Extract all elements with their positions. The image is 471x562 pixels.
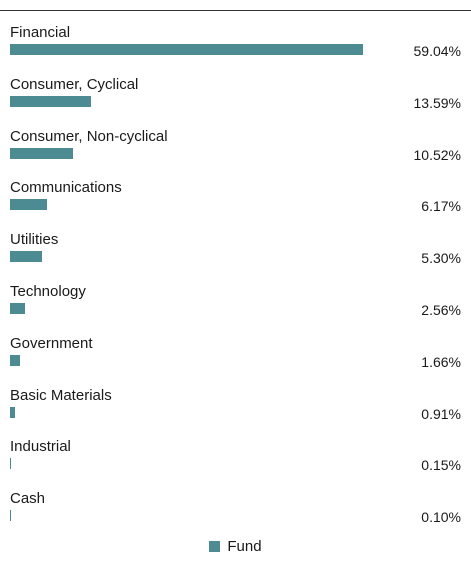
category-label: Financial [10,24,71,41]
bar [10,354,20,366]
category-label: Government [10,334,93,352]
value-label: 0.15% [421,457,461,474]
bar-row: Consumer, Non-cyclical 10.52% [10,128,461,180]
bar [10,199,47,211]
bar [10,303,26,314]
bar [10,251,42,263]
bar-row: Industrial 0.15% [10,438,461,490]
sector-allocation-chart: Financial 59.04% Consumer, Cyclical 13.59% C… [10,24,461,525]
value-label: 5.30% [421,250,461,267]
bar [10,406,16,418]
category-label: Industrial [10,438,71,456]
bar [10,510,11,522]
value-label: 6.17% [421,198,461,215]
category-label: Utilities [10,231,59,249]
bar-row: Basic Materials 0.91% [10,387,461,439]
bar-row: Government 1.66% [10,335,461,387]
value-label: 1.66% [421,353,461,370]
bar-row: Technology 2.56% [10,283,461,335]
category-label: Technology [10,283,86,300]
value-label: 10.52% [413,146,461,163]
bar-row: Cash 0.10% [10,490,461,542]
bar [10,95,92,107]
bar [10,458,11,470]
top-divider [0,10,471,11]
value-label: 59.04% [413,43,461,59]
category-label: Consumer, Non-cyclical [10,127,168,145]
bar [10,44,363,55]
legend-swatch-fund [209,540,221,552]
bar-row: Utilities 5.30% [10,231,461,283]
category-label: Basic Materials [10,386,112,404]
bar-row: Consumer, Cyclical 13.59% [10,76,461,128]
legend-label-fund: Fund [227,538,262,556]
value-label: 2.56% [421,302,461,318]
bar [10,147,73,159]
category-label: Cash [10,490,46,508]
chart-legend: Fund [0,538,471,556]
bar-row: Communications 6.17% [10,179,461,231]
value-label: 0.91% [421,405,461,422]
bar-row: Financial 59.04% [10,24,461,76]
category-label: Consumer, Cyclical [10,75,139,93]
value-label: 13.59% [413,94,461,111]
category-label: Communications [10,179,122,197]
value-label: 0.10% [421,509,461,526]
